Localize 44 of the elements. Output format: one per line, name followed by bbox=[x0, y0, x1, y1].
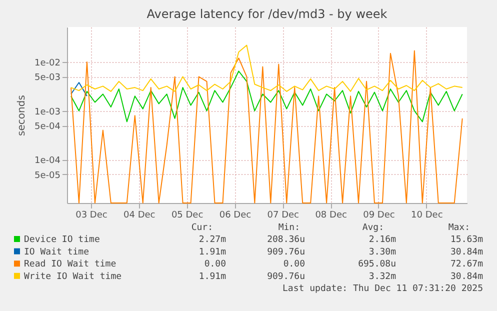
line-series bbox=[70, 70, 463, 122]
text: 30.84m bbox=[450, 272, 483, 282]
text: Cur: bbox=[191, 223, 213, 233]
text: Min: bbox=[278, 223, 300, 233]
text: 1.91m bbox=[198, 247, 226, 258]
chart-title: Average latency for /dev/md3 - by week bbox=[146, 7, 388, 21]
text: 15.63m bbox=[450, 235, 483, 245]
x-tick-label: 05 Dec bbox=[171, 210, 204, 220]
x-tick-label: 10 Dec bbox=[411, 210, 443, 220]
x-tick-label: 09 Dec bbox=[363, 210, 395, 220]
x-tick-label: 08 Dec bbox=[315, 210, 347, 220]
legend-label: Device IO time bbox=[24, 235, 100, 245]
text: Avg: bbox=[362, 223, 384, 233]
text: 0.00 bbox=[204, 260, 226, 270]
text: 0.00 bbox=[283, 260, 305, 270]
text: 30.84m bbox=[450, 247, 483, 258]
text: Last update: Thu Dec 11 07:31:20 2025 bbox=[282, 284, 483, 294]
line-series bbox=[70, 50, 463, 204]
x-tick-label: 04 Dec bbox=[124, 210, 156, 220]
y-tick-label: 1e-04 bbox=[34, 156, 61, 166]
y-tick-label: 1e-03 bbox=[34, 107, 60, 118]
text: 1.91m bbox=[198, 272, 226, 282]
text: 208.36u bbox=[267, 235, 305, 245]
text: 695.08u bbox=[358, 260, 396, 270]
text: 909.76u bbox=[267, 272, 305, 282]
text: 3.32m bbox=[368, 272, 396, 282]
x-tick-label: 06 Dec bbox=[219, 210, 252, 220]
legend-label: IO Wait time bbox=[24, 247, 90, 258]
x-tick-label: 03 Dec bbox=[76, 210, 108, 220]
y-tick-label: 1e-02 bbox=[34, 58, 60, 68]
text: Max: bbox=[448, 223, 470, 233]
text: 909.76u bbox=[267, 247, 305, 258]
text: 2.16m bbox=[368, 235, 396, 245]
legend-label: Write IO Wait time bbox=[24, 272, 122, 282]
y-tick-label: 5e-05 bbox=[34, 170, 60, 181]
legend-label: Read IO Wait time bbox=[24, 260, 116, 270]
y-tick-label: 5e-04 bbox=[34, 122, 61, 132]
y-tick-label: 5e-03 bbox=[34, 73, 60, 84]
y-axis-title: seconds bbox=[16, 95, 28, 136]
text: 2.27m bbox=[198, 235, 226, 245]
x-tick-label: 07 Dec bbox=[267, 210, 300, 220]
line-series bbox=[70, 44, 463, 92]
text: 3.30m bbox=[368, 247, 396, 258]
text: 72.67m bbox=[450, 260, 483, 270]
